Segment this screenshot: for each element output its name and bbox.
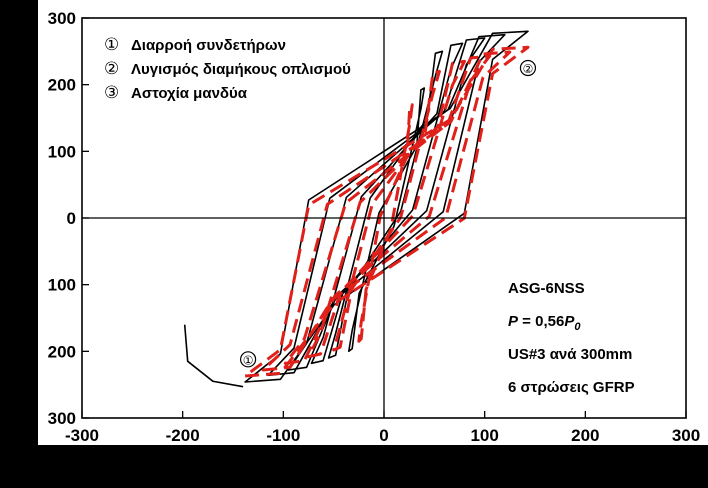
legend-marker: ③ bbox=[104, 83, 119, 102]
jacket-label: 6 στρώσεις GFRP bbox=[508, 379, 635, 396]
y-tick-label: 200 bbox=[48, 342, 76, 361]
legend-entry-label: Λυγισμός διαμήκους οπλισμού bbox=[131, 61, 351, 78]
stirrups-label: US#3 ανά 300mm bbox=[508, 346, 632, 363]
y-tick-label: 100 bbox=[48, 142, 76, 161]
x-tick-label: -100 bbox=[266, 426, 300, 445]
y-tick-label: 100 bbox=[48, 276, 76, 295]
y-tick-label: 300 bbox=[48, 9, 76, 28]
dashed-hysteresis-loop bbox=[357, 103, 414, 343]
dashed-hysteresis-loop bbox=[332, 69, 441, 352]
x-tick-label: 200 bbox=[571, 426, 599, 445]
dashed-hysteresis-loop bbox=[307, 59, 466, 359]
legend: ① Διαρροή συνδετήρων ② Λυγισμός διαμήκους ο… bbox=[104, 35, 351, 102]
annotation-block: ASG-6NSS P = 0,56P0 US#3 ανά 300mm 6 στρ… bbox=[508, 280, 635, 396]
axes-layer: -300 -200 -100 0 100 200 300 300 200 100 0 100 200 30… bbox=[48, 9, 701, 445]
failure-point-marker bbox=[240, 351, 257, 368]
legend-marker: ② bbox=[104, 59, 119, 78]
dashed-hysteresis-loop bbox=[261, 50, 512, 372]
x-tick-label: 0 bbox=[379, 426, 388, 445]
failure-point-marker bbox=[519, 59, 537, 77]
failure-point-label: ② bbox=[523, 62, 534, 76]
specimen-label: ASG-6NSS bbox=[508, 280, 585, 297]
post-failure-tail bbox=[183, 324, 244, 388]
y-tick-label: 300 bbox=[48, 409, 76, 428]
legend-marker: ① bbox=[104, 35, 119, 54]
axial-load-label: P = 0,56P0 bbox=[508, 313, 581, 333]
failure-point-label: ① bbox=[243, 353, 254, 367]
chart-background bbox=[38, 0, 708, 445]
solid-hysteresis-loop bbox=[287, 37, 486, 371]
solid-hysteresis-loop bbox=[348, 87, 426, 353]
legend-entry-label: Διαρροή συνδετήρων bbox=[131, 37, 286, 54]
y-tick-label: 200 bbox=[48, 76, 76, 95]
x-tick-label: 100 bbox=[470, 426, 498, 445]
x-tick-label: 300 bbox=[672, 426, 700, 445]
x-tick-label: -200 bbox=[166, 426, 200, 445]
y-tick-label: 0 bbox=[67, 209, 76, 228]
legend-entry-label: Αστοχία μανδύα bbox=[131, 85, 248, 102]
curves-layer: ①② bbox=[183, 30, 537, 388]
dashed-hysteresis-loop bbox=[243, 45, 530, 378]
x-tick-label: -300 bbox=[65, 426, 99, 445]
